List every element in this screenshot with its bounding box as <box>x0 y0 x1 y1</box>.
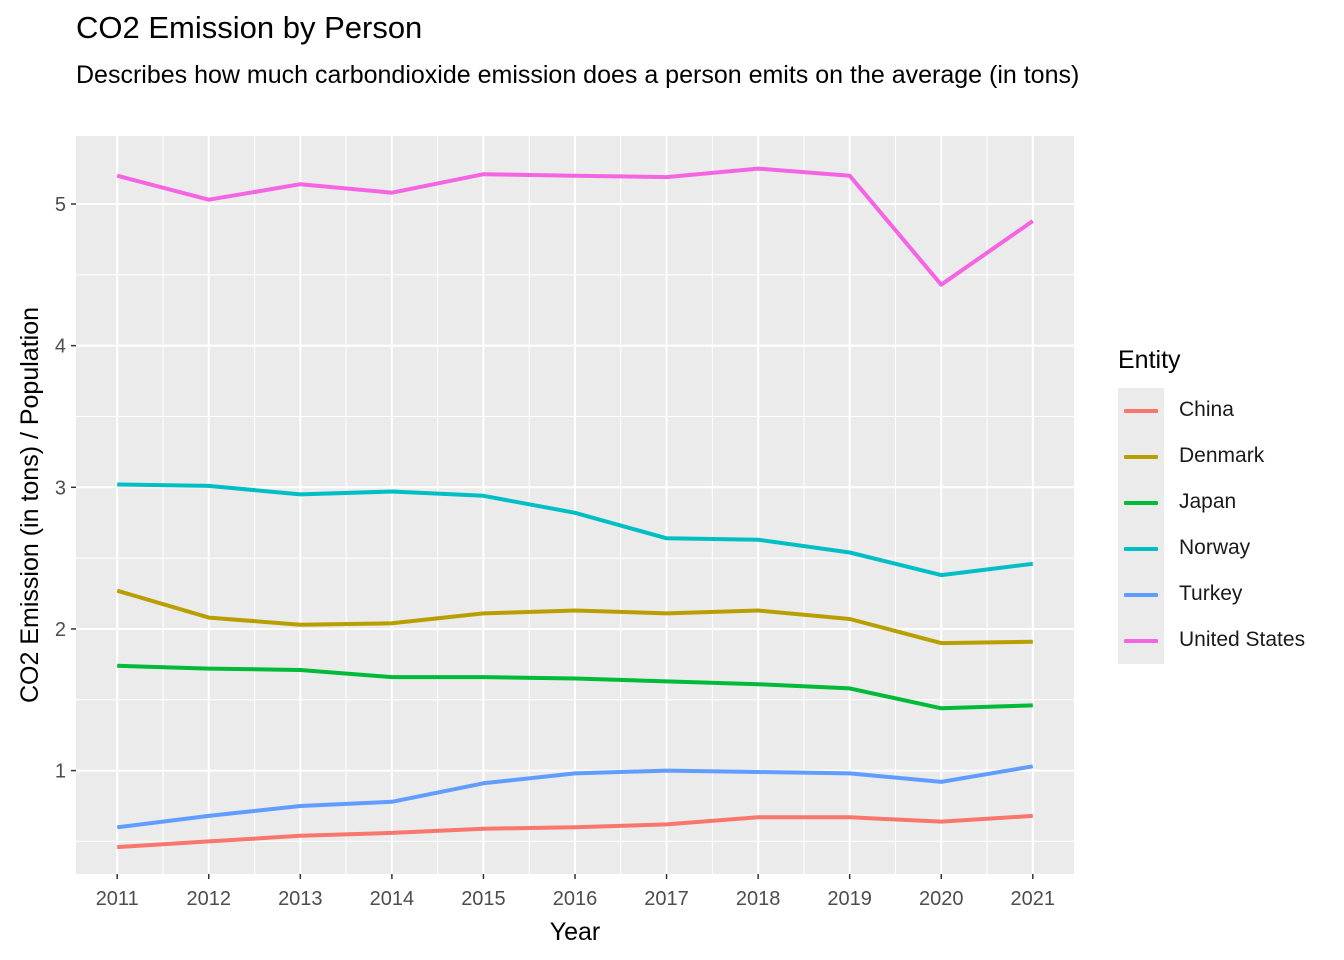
x-tick-label: 2012 <box>187 888 232 910</box>
x-tick-label: 2019 <box>827 888 872 910</box>
x-tick-label: 2020 <box>919 888 964 910</box>
x-tick-label: 2015 <box>461 888 506 910</box>
y-tick-label: 5 <box>55 194 66 216</box>
y-tick-label: 4 <box>55 336 66 358</box>
y-tick-label: 3 <box>55 477 66 499</box>
legend-label: United States <box>1179 628 1306 651</box>
series-line-denmark <box>116 588 1033 646</box>
legend-swatch <box>1124 547 1158 551</box>
legend-item: United States <box>1118 618 1338 664</box>
legend-swatch <box>1124 501 1158 505</box>
legend-item: Norway <box>1118 526 1338 572</box>
legend-title: Entity <box>1118 346 1181 374</box>
legend-swatch <box>1124 455 1158 459</box>
legend-item: China <box>1118 388 1338 434</box>
series-lines <box>116 166 1034 850</box>
y-axis-label: CO2 Emission (in tons) / Population <box>16 307 44 703</box>
x-tick-label: 2016 <box>553 888 598 910</box>
chart-subtitle: Describes how much carbondioxide emissio… <box>76 61 1080 89</box>
legend-swatch <box>1124 409 1158 413</box>
legend-label: Japan <box>1179 490 1237 513</box>
x-tick-label: 2018 <box>736 888 781 910</box>
y-tick-label: 1 <box>55 761 66 783</box>
x-axis-label: Year <box>550 918 601 946</box>
series-line-united-states <box>116 166 1034 287</box>
x-axis: 2011 2012 2013 2014 2015 2016 2017 2018 2019 2020… <box>96 874 1055 910</box>
legend-item: Turkey <box>1118 572 1338 618</box>
legend-swatch <box>1124 593 1158 597</box>
legend-label: Denmark <box>1179 444 1265 467</box>
chart-title: CO2 Emission by Person <box>76 10 423 45</box>
legend-label: China <box>1179 398 1234 421</box>
x-tick-label: 2014 <box>370 888 415 910</box>
series-line-china <box>117 813 1033 850</box>
legend-swatch <box>1124 639 1158 643</box>
x-tick-label: 2021 <box>1011 888 1056 910</box>
legend-item: Japan <box>1118 480 1338 526</box>
x-tick-label: 2011 <box>96 888 139 910</box>
legend-label: Turkey <box>1179 582 1243 605</box>
y-tick-label: 2 <box>55 619 66 641</box>
series-line-turkey <box>116 764 1034 830</box>
legend-label: Norway <box>1179 536 1251 559</box>
y-axis: 1 2 3 4 5 <box>55 194 76 783</box>
legend-item: Denmark <box>1118 434 1338 480</box>
legend-key-background <box>1118 388 1164 664</box>
x-tick-label: 2017 <box>644 888 689 910</box>
x-tick-label: 2013 <box>278 888 323 910</box>
series-line-japan <box>117 663 1033 711</box>
series-line-norway <box>117 482 1034 578</box>
